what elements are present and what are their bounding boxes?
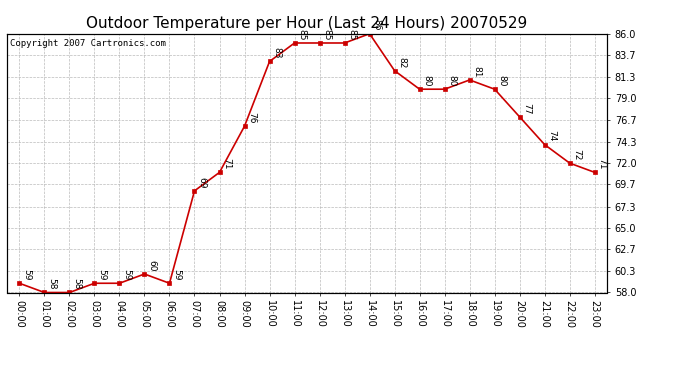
Text: 71: 71 xyxy=(598,158,607,170)
Text: 72: 72 xyxy=(573,149,582,160)
Text: 85: 85 xyxy=(297,29,306,40)
Text: 69: 69 xyxy=(197,177,206,188)
Text: 85: 85 xyxy=(347,29,356,40)
Text: 82: 82 xyxy=(397,57,406,68)
Text: 71: 71 xyxy=(222,158,231,170)
Text: 60: 60 xyxy=(147,260,156,271)
Text: 86: 86 xyxy=(373,20,382,31)
Title: Outdoor Temperature per Hour (Last 24 Hours) 20070529: Outdoor Temperature per Hour (Last 24 Ho… xyxy=(86,16,528,31)
Text: 59: 59 xyxy=(22,269,31,280)
Text: 81: 81 xyxy=(473,66,482,77)
Text: 76: 76 xyxy=(247,112,256,123)
Text: 80: 80 xyxy=(447,75,456,86)
Text: 58: 58 xyxy=(47,278,56,290)
Text: 74: 74 xyxy=(547,130,556,142)
Text: 59: 59 xyxy=(172,269,181,280)
Text: 59: 59 xyxy=(122,269,131,280)
Text: 77: 77 xyxy=(522,103,531,114)
Text: 80: 80 xyxy=(422,75,431,86)
Text: 58: 58 xyxy=(72,278,81,290)
Text: Copyright 2007 Cartronics.com: Copyright 2007 Cartronics.com xyxy=(10,39,166,48)
Text: 85: 85 xyxy=(322,29,331,40)
Text: 83: 83 xyxy=(273,47,282,59)
Text: 80: 80 xyxy=(497,75,506,86)
Text: 59: 59 xyxy=(97,269,106,280)
